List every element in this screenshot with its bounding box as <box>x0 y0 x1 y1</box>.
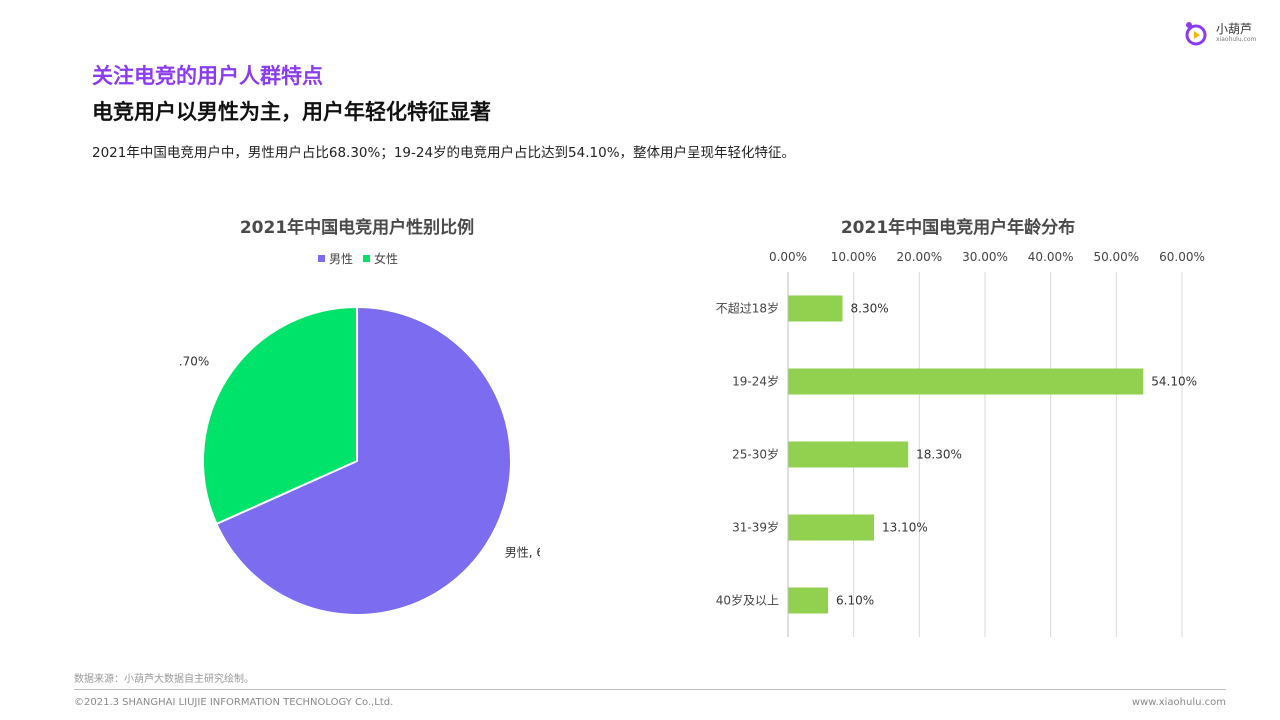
pie-slice-male <box>215 305 512 616</box>
footer-divider <box>74 689 1226 690</box>
pie-legend: 男性 女性 <box>318 250 398 267</box>
copyright: ©2021.3 SHANGHAI LIUJIE INFORMATION TECH… <box>74 697 394 708</box>
bar-3 <box>788 514 875 541</box>
pie-label-male: 男性, 68.30% <box>505 546 540 560</box>
bar-axis-tick-label: 50.00% <box>1093 250 1139 264</box>
legend-swatch-male <box>318 255 325 262</box>
bar-axis-tick-label: 60.00% <box>1159 250 1205 264</box>
bar-axis-tick-label: 10.00% <box>831 250 877 264</box>
gender-pie-chart: 男性, 68.30% 女性, 31.70% <box>180 305 540 616</box>
bar-value-label: 18.30% <box>916 448 962 462</box>
bar-chart-title: 2021年中国电竞用户年龄分布 <box>840 218 1076 238</box>
bar-category-label: 不超过18岁 <box>716 301 779 316</box>
bar-0 <box>788 295 843 322</box>
bar-1 <box>788 368 1144 395</box>
bar-value-label: 13.10% <box>882 521 928 535</box>
legend-label-male: 男性 <box>329 252 354 266</box>
headline: 电竞用户以男性为主，用户年轻化特征显著 <box>92 100 491 124</box>
legend-swatch-female <box>363 255 371 262</box>
age-bar-chart: 0.00% 10.00% 20.00% 30.00% 40.00% 50.00% 60.00… <box>716 250 1205 637</box>
bar-2 <box>788 441 909 468</box>
bar-category-label: 40岁及以上 <box>716 593 779 608</box>
bar-category-label: 19-24岁 <box>732 374 779 389</box>
bar-value-label: 54.10% <box>1151 375 1197 389</box>
brand-logo: 小葫芦 xiaohulu.com <box>1184 20 1256 46</box>
bar-axis-tick-label: 0.00% <box>769 250 807 264</box>
bar-axis-tick-label: 40.00% <box>1028 250 1074 264</box>
gourd-logo-icon <box>1185 22 1207 46</box>
legend-item-male: 男性 <box>318 250 353 267</box>
legend-item-female: 女性 <box>363 250 398 267</box>
bar-axis-tick-label: 30.00% <box>962 250 1008 264</box>
logo-name: 小葫芦 <box>1216 22 1253 36</box>
bar-4 <box>788 587 829 614</box>
pie-slice-female <box>202 305 358 526</box>
website-link[interactable]: www.xiaohulu.com <box>1131 697 1226 708</box>
logo-domain: xiaohulu.com <box>1216 36 1257 43</box>
pie-label-female: 女性, 31.70% <box>180 353 209 368</box>
bar-value-label: 6.10% <box>836 594 874 608</box>
bar-value-label: 8.30% <box>851 302 889 316</box>
bar-axis-tick-label: 20.00% <box>896 250 942 264</box>
bar-category-label: 31-39岁 <box>732 520 779 535</box>
data-source: 数据来源：小葫芦大数据自主研究绘制。 <box>74 674 254 685</box>
bar-category-label: 25-30岁 <box>732 447 779 462</box>
summary-text: 2021年中国电竞用户中，男性用户占比68.30%；19-24岁的电竞用户占比达… <box>92 145 796 161</box>
legend-label-female: 女性 <box>374 252 399 266</box>
section-title: 关注电竞的用户人群特点 <box>92 64 323 88</box>
pie-chart-title: 2021年中国电竞用户性别比例 <box>239 218 475 238</box>
